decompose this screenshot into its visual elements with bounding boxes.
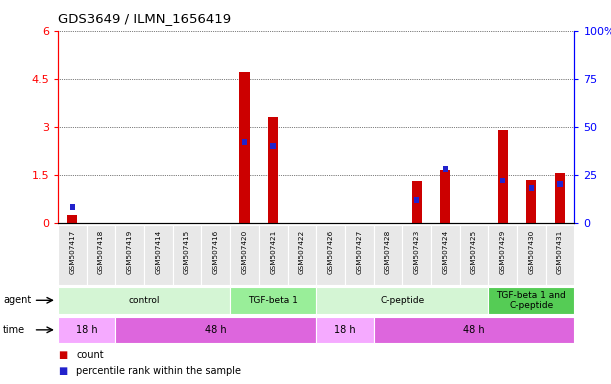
Text: GSM507429: GSM507429 bbox=[500, 230, 506, 274]
Bar bbox=[271, 143, 276, 149]
Text: GSM507420: GSM507420 bbox=[241, 230, 247, 274]
Bar bbox=[240, 72, 249, 223]
Text: 18 h: 18 h bbox=[334, 325, 356, 335]
Text: GSM507423: GSM507423 bbox=[414, 230, 420, 274]
Text: ■: ■ bbox=[58, 350, 67, 360]
Text: ■: ■ bbox=[58, 366, 67, 376]
Text: GSM507431: GSM507431 bbox=[557, 230, 563, 274]
Bar bbox=[268, 117, 278, 223]
FancyBboxPatch shape bbox=[488, 287, 574, 314]
FancyBboxPatch shape bbox=[517, 225, 546, 285]
Text: GSM507427: GSM507427 bbox=[356, 230, 362, 274]
Text: GSM507418: GSM507418 bbox=[98, 230, 104, 274]
FancyBboxPatch shape bbox=[115, 316, 316, 343]
Text: control: control bbox=[128, 296, 160, 305]
FancyBboxPatch shape bbox=[230, 287, 316, 314]
Text: GSM507426: GSM507426 bbox=[327, 230, 334, 274]
Text: 48 h: 48 h bbox=[205, 325, 227, 335]
Bar bbox=[442, 166, 448, 172]
FancyBboxPatch shape bbox=[431, 225, 459, 285]
FancyBboxPatch shape bbox=[230, 225, 259, 285]
Text: agent: agent bbox=[3, 295, 31, 305]
Text: GSM507430: GSM507430 bbox=[529, 230, 534, 274]
Bar bbox=[557, 182, 563, 187]
Text: GSM507422: GSM507422 bbox=[299, 230, 305, 274]
FancyBboxPatch shape bbox=[288, 225, 316, 285]
FancyBboxPatch shape bbox=[87, 225, 115, 285]
FancyBboxPatch shape bbox=[115, 225, 144, 285]
Bar bbox=[441, 170, 450, 223]
Bar bbox=[70, 205, 75, 210]
FancyBboxPatch shape bbox=[173, 225, 202, 285]
Bar bbox=[500, 178, 505, 184]
Text: GDS3649 / ILMN_1656419: GDS3649 / ILMN_1656419 bbox=[58, 12, 231, 25]
FancyBboxPatch shape bbox=[373, 225, 402, 285]
FancyBboxPatch shape bbox=[316, 287, 488, 314]
Text: 48 h: 48 h bbox=[463, 325, 485, 335]
Text: GSM507419: GSM507419 bbox=[126, 230, 133, 274]
Text: GSM507425: GSM507425 bbox=[471, 230, 477, 274]
FancyBboxPatch shape bbox=[58, 287, 230, 314]
Text: GSM507421: GSM507421 bbox=[270, 230, 276, 274]
Text: GSM507424: GSM507424 bbox=[442, 230, 448, 274]
Bar bbox=[242, 139, 247, 145]
Text: TGF-beta 1 and
C-peptide: TGF-beta 1 and C-peptide bbox=[497, 291, 566, 310]
FancyBboxPatch shape bbox=[202, 225, 230, 285]
Text: GSM507428: GSM507428 bbox=[385, 230, 391, 274]
FancyBboxPatch shape bbox=[144, 225, 173, 285]
FancyBboxPatch shape bbox=[459, 225, 488, 285]
Text: time: time bbox=[3, 325, 25, 335]
FancyBboxPatch shape bbox=[373, 316, 574, 343]
Text: TGF-beta 1: TGF-beta 1 bbox=[248, 296, 298, 305]
Text: C-peptide: C-peptide bbox=[380, 296, 425, 305]
Text: GSM507417: GSM507417 bbox=[70, 230, 75, 274]
Bar bbox=[555, 173, 565, 223]
Text: 18 h: 18 h bbox=[76, 325, 98, 335]
Bar bbox=[414, 197, 419, 203]
Text: count: count bbox=[76, 350, 104, 360]
FancyBboxPatch shape bbox=[546, 225, 574, 285]
Bar bbox=[67, 215, 78, 223]
FancyBboxPatch shape bbox=[316, 316, 373, 343]
FancyBboxPatch shape bbox=[488, 225, 517, 285]
Text: percentile rank within the sample: percentile rank within the sample bbox=[76, 366, 241, 376]
FancyBboxPatch shape bbox=[345, 225, 373, 285]
Text: GSM507414: GSM507414 bbox=[155, 230, 161, 274]
Bar bbox=[529, 185, 534, 191]
Bar bbox=[412, 181, 422, 223]
FancyBboxPatch shape bbox=[402, 225, 431, 285]
FancyBboxPatch shape bbox=[259, 225, 288, 285]
Bar bbox=[497, 130, 508, 223]
Text: GSM507415: GSM507415 bbox=[184, 230, 190, 274]
Text: GSM507416: GSM507416 bbox=[213, 230, 219, 274]
FancyBboxPatch shape bbox=[58, 316, 115, 343]
Bar bbox=[526, 180, 536, 223]
FancyBboxPatch shape bbox=[58, 225, 87, 285]
FancyBboxPatch shape bbox=[316, 225, 345, 285]
